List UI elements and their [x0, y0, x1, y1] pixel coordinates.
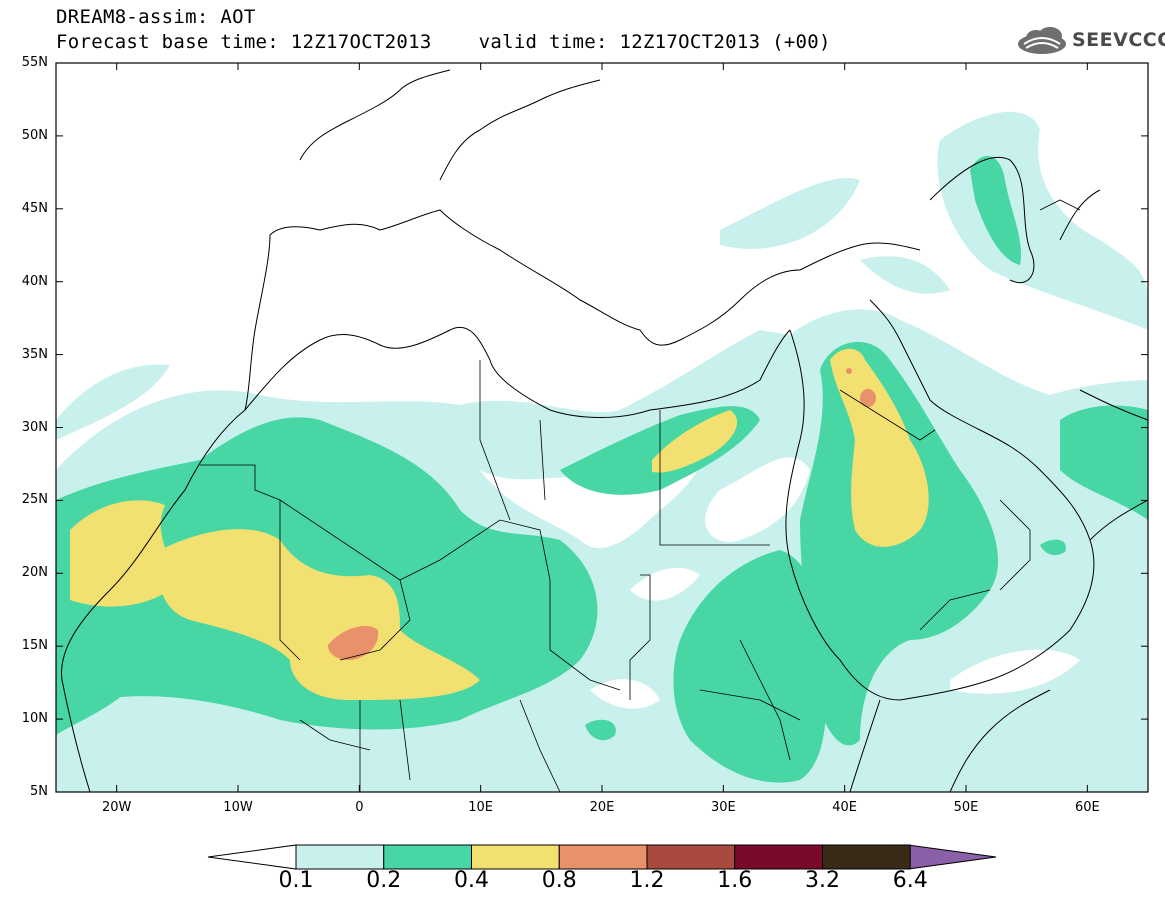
colorbar-label: 3.2	[805, 868, 840, 893]
lon-label-60e: 60E	[1074, 800, 1100, 815]
lon-label-20w: 20W	[101, 800, 132, 815]
lat-label-30n: 30N	[21, 419, 48, 435]
colorbar-segment	[646, 844, 736, 870]
colorbar	[207, 844, 997, 870]
lat-label-55n: 55N	[21, 55, 48, 70]
colorbar-label: 0.1	[278, 868, 314, 893]
lat-label-45n: 45N	[21, 200, 48, 216]
map-title: DREAM8-assim: AOT	[56, 6, 256, 28]
colorbar-segment	[471, 844, 560, 870]
colorbar-label: 1.2	[629, 868, 665, 893]
aot-level-0-4	[70, 348, 929, 700]
colorbar-segment	[383, 844, 472, 870]
lat-label-5n: 5N	[30, 784, 48, 799]
country-borders	[200, 199, 1081, 792]
lon-label-10w: 10W	[223, 800, 253, 815]
forecast-time-subtitle: Forecast base time: 12Z17OCT2013 valid t…	[56, 31, 831, 53]
colorbar-label: 6.4	[892, 868, 928, 893]
colorbar-label: 0.8	[541, 868, 577, 893]
colorbar-left-arrow	[207, 844, 297, 870]
axis-ticks	[56, 62, 1148, 793]
coastlines	[61, 69, 1148, 792]
colorbar-segment	[734, 844, 823, 870]
lon-label-10e: 10E	[468, 800, 494, 815]
lat-label-20n: 20N	[21, 565, 48, 581]
lon-label-20e: 20E	[589, 800, 615, 815]
lat-label-40n: 40N	[21, 273, 48, 289]
lon-label-0: 0	[355, 800, 364, 815]
seevccc-logo	[1018, 27, 1066, 54]
colorbar-right-arrow	[907, 844, 997, 870]
lon-label-30e: 30E	[710, 800, 736, 815]
lon-label-40e: 40E	[832, 800, 858, 815]
aot-fields	[56, 69, 1148, 792]
colorbar-segment	[295, 844, 385, 870]
colorbar-label: 0.4	[454, 868, 489, 893]
cloud-icon	[1018, 27, 1066, 54]
lon-label-50e: 50E	[953, 800, 979, 815]
lat-label-15n: 15N	[21, 638, 48, 654]
lat-label-25n: 25N	[21, 492, 48, 508]
colorbar-segment	[822, 844, 911, 870]
lat-label-35n: 35N	[21, 346, 48, 362]
aot-level-0-8	[328, 368, 876, 660]
lat-label-10n: 10N	[21, 711, 48, 727]
colorbar-label: 1.6	[717, 868, 753, 893]
logo-text: SEEVCCC	[1072, 29, 1165, 51]
colorbar-label: 0.2	[366, 868, 402, 893]
colorbar-segment	[558, 844, 648, 870]
lat-label-50n: 50N	[21, 127, 48, 143]
